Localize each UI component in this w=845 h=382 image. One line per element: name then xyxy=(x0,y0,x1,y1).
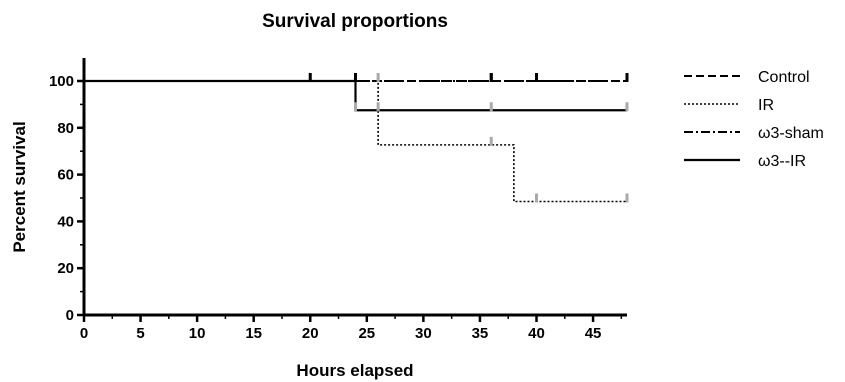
legend-label-3-sham: ω3-sham xyxy=(758,125,824,142)
x-tick-label: 20 xyxy=(302,325,319,342)
x-tick-label: 35 xyxy=(472,325,489,342)
x-tick-label: 25 xyxy=(358,325,375,342)
y-tick-label: 60 xyxy=(57,167,74,184)
x-tick-label: 45 xyxy=(585,325,602,342)
axes: 0 5 10 15 20 25 30 35 40 45 0 20 40 60 80 100 xyxy=(49,58,627,342)
legend-label-ir: IR xyxy=(758,97,774,114)
x-tick-label: 5 xyxy=(136,325,144,342)
legend-label-control: Control xyxy=(758,69,810,86)
x-tick-label: 10 xyxy=(189,325,206,342)
x-tick-label: 0 xyxy=(80,325,88,342)
y-axis-label: Percent survival xyxy=(10,121,29,252)
x-tick-label: 30 xyxy=(415,325,432,342)
y-tick-label: 100 xyxy=(49,73,74,90)
x-axis-label: Hours elapsed xyxy=(296,361,413,380)
chart-title: Survival proportions xyxy=(262,11,448,32)
plot-area xyxy=(84,73,627,203)
y-tick-label: 80 xyxy=(57,120,74,137)
y-tick-label: 40 xyxy=(57,213,74,230)
y-tick-label: 0 xyxy=(66,307,74,324)
x-tick-label: 40 xyxy=(528,325,545,342)
legend: Control IR ω3-sham ω3--IR xyxy=(684,69,824,170)
legend-label-3-ir: ω3--IR xyxy=(758,153,806,170)
y-tick-label: 20 xyxy=(57,260,74,277)
x-tick-label: 15 xyxy=(245,325,262,342)
